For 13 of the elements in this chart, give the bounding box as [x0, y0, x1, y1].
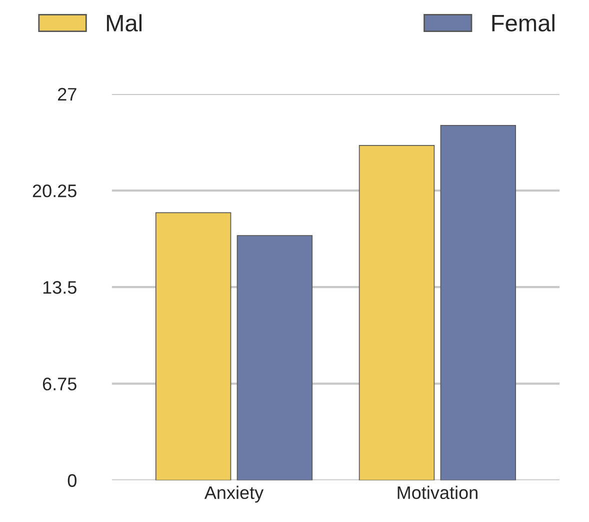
- legend-label: Mal: [106, 14, 142, 32]
- bar: [440, 125, 516, 480]
- legend-label: Femal: [492, 14, 554, 32]
- y-tick-label: 13.5: [43, 281, 76, 294]
- y-tick-label: 20.25: [32, 184, 76, 198]
- x-tick-label: Anxiety: [204, 486, 264, 503]
- x-tick-label: Motivation: [398, 486, 478, 500]
- bar: [155, 212, 232, 480]
- y-tick-label: 27: [58, 88, 76, 100]
- y-tick-label: 6.75: [42, 378, 76, 390]
- y-tick-label: 0: [68, 474, 76, 487]
- bar: [236, 235, 313, 480]
- bar: [358, 145, 435, 480]
